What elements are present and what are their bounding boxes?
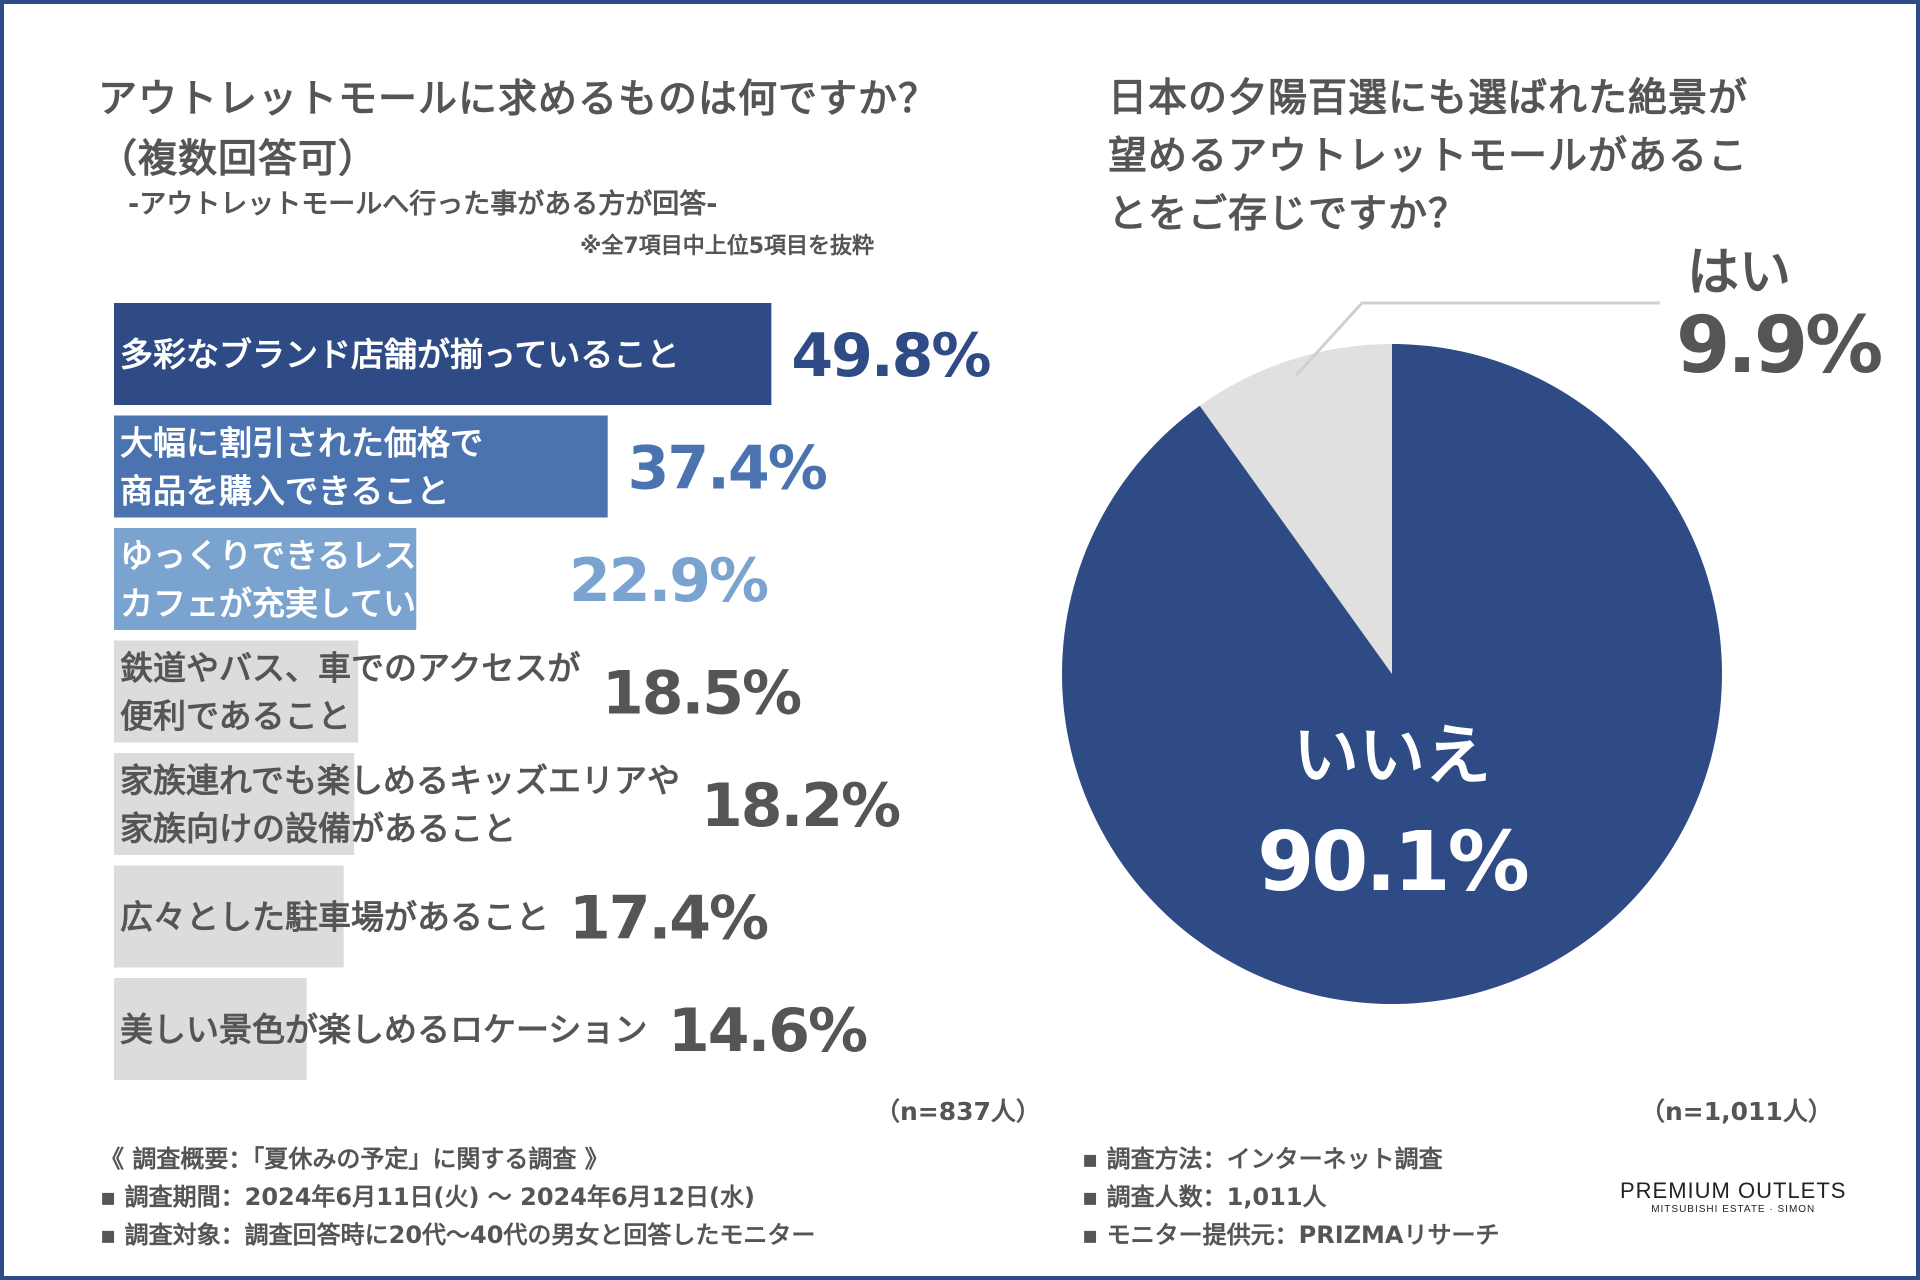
- left-sample-size: （n=837人）: [875, 1097, 1041, 1126]
- bar-label-7: 美しい景色が楽しめるロケーション: [120, 1010, 647, 1049]
- survey-period: ▪ 調査期間：2024年6月11日(火) ～ 2024年6月12日(水): [100, 1183, 755, 1211]
- right-sample-size: （n=1,011人）: [1640, 1097, 1833, 1126]
- left-title-line-1: アウトレットモールに求めるものは何ですか？: [98, 77, 939, 122]
- right-title-line-3: とをご存じですか？: [1108, 192, 1469, 237]
- logo-sub-text: MITSUBISHI ESTATE · SIMON: [1651, 1204, 1816, 1215]
- left-chart-subtitle: -アウトレットモールへ行った事がある方が回答-: [128, 189, 718, 220]
- pie-label-yes: はい: [1687, 243, 1791, 303]
- survey-overview-right: ▪ 調査方法：インターネット調査 ▪ 調査人数：1,011人 ▪ モニター提供元…: [1082, 1140, 1499, 1254]
- right-title-line-2: 望めるアウトレットモールがあるこ: [1108, 134, 1749, 179]
- right-title-line-1: 日本の夕陽百選にも選ばれた絶景が: [1108, 76, 1749, 121]
- bar-value-4: 18.5%: [602, 659, 801, 729]
- survey-provider: ▪ モニター提供元：PRIZMAリサーチ: [1082, 1221, 1500, 1249]
- bar-value-2: 37.4%: [628, 434, 827, 504]
- pie-label-no: いいえ: [1293, 717, 1491, 794]
- bar-value-7: 14.6%: [668, 996, 867, 1066]
- bar-value-1: 49.8%: [791, 321, 990, 391]
- bar-label-4: 鉄道やバス、車でのアクセスが便利であること: [120, 649, 580, 736]
- right-chart-title: 日本の夕陽百選にも選ばれた絶景が 望めるアウトレットモールがあるこ とをご存じで…: [1108, 70, 1868, 244]
- bar-5: [114, 753, 355, 855]
- bar-7: [114, 978, 307, 1080]
- bar-label-5: 家族連れでも楽しめるキッズエリアや家族向けの設備があること: [120, 761, 680, 848]
- pie-slice-2: [1062, 344, 1722, 1004]
- premium-outlets-logo: PREMIUM OUTLETS MITSUBISHI ESTATE · SIMO…: [1620, 1178, 1846, 1215]
- survey-count: ▪ 調査人数：1,011人: [1082, 1183, 1327, 1211]
- pie-slice-1: [1199, 344, 1392, 674]
- pie-value-no: 90.1%: [1257, 815, 1527, 910]
- bar-4: [114, 640, 359, 743]
- bar-2: [114, 415, 608, 518]
- logo-main-text: PREMIUM OUTLETS: [1620, 1178, 1847, 1203]
- bar-value-3: 22.9%: [569, 546, 768, 616]
- left-chart-note: ※全7項目中上位5項目を抜粋: [580, 234, 875, 259]
- bar-value-5: 18.2%: [701, 771, 900, 841]
- survey-overview-left: 《 調査概要：「夏休みの予定」に関する調査 》 ▪ 調査期間：2024年6月11…: [100, 1140, 815, 1254]
- bar-3: [114, 528, 417, 630]
- bar-label-6: 広々とした駐車場があること: [120, 898, 549, 937]
- bar-value-6: 17.4%: [569, 884, 768, 954]
- bar-label-3: ゆっくりできるレストランやカフェが充実していること: [120, 536, 548, 623]
- bar-1: [114, 303, 772, 405]
- pie-value-yes: 9.9%: [1676, 301, 1881, 391]
- bar-label-1: 多彩なブランド店舗が揃っていること: [120, 335, 679, 374]
- left-chart-title: アウトレットモールに求めるものは何ですか？ （複数回答可）: [98, 70, 1048, 190]
- pie-leader-line: [1294, 301, 1660, 377]
- left-title-line-2: （複数回答可）: [98, 137, 379, 182]
- bar-label-2: 大幅に割引された価格で商品を購入できること: [120, 424, 483, 511]
- survey-method: ▪ 調査方法：インターネット調査: [1082, 1145, 1443, 1173]
- survey-title: 《 調査概要：「夏休みの予定」に関する調査 》: [100, 1145, 609, 1173]
- bar-6: [114, 865, 344, 968]
- survey-target: ▪ 調査対象：調査回答時に20代～40代の男女と回答したモニター: [100, 1221, 816, 1249]
